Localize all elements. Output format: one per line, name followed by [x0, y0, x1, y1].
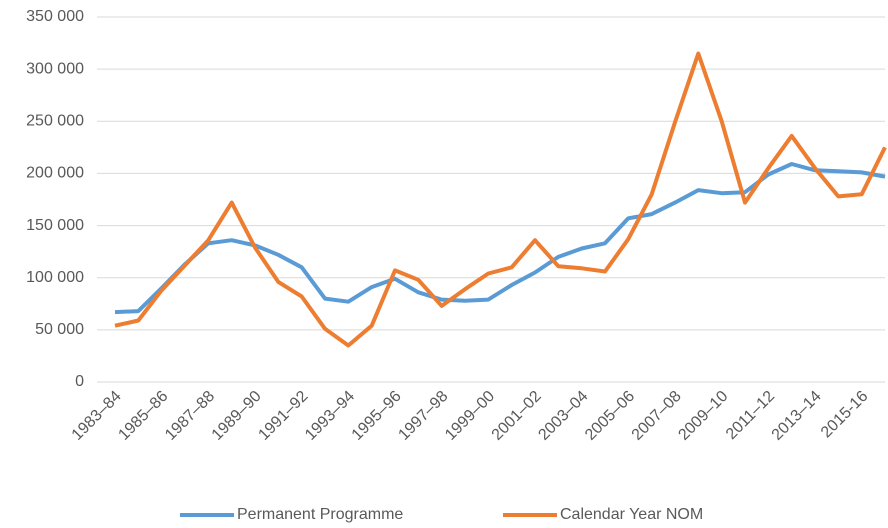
x-tick-label: 1989–90 [209, 388, 265, 444]
y-tick-label: 350 000 [26, 8, 84, 25]
series-line [114, 51, 887, 348]
y-tick-label: 150 000 [26, 217, 84, 234]
y-tick-label: 100 000 [26, 269, 84, 286]
x-tick-label: 2015-16 [818, 388, 872, 442]
x-tick-label: 2003–04 [535, 388, 591, 444]
y-tick-label: 300 000 [26, 60, 84, 77]
x-tick-label: 2011–12 [723, 388, 778, 443]
x-tick-label: 2013–14 [769, 388, 825, 444]
series-line [114, 162, 886, 315]
legend-label: Calendar Year NOM [560, 506, 703, 523]
y-tick-label: 250 000 [26, 113, 84, 130]
x-tick-label: 2009–10 [675, 388, 731, 444]
x-tick-label: 1991–92 [255, 388, 311, 444]
x-tick-label: 1997–98 [395, 388, 451, 444]
x-tick-label: 2005–06 [582, 388, 638, 444]
x-tick-label: 1987–88 [162, 388, 218, 444]
y-tick-label: 50 000 [35, 321, 84, 338]
x-tick-label: 1993–94 [302, 388, 358, 444]
y-tick-label: 0 [75, 373, 84, 390]
x-tick-label: 2007–08 [629, 388, 685, 444]
x-tick-label: 1983–84 [69, 388, 125, 444]
x-tick-label: 2001–02 [489, 388, 545, 444]
y-tick-label: 200 000 [26, 165, 84, 182]
x-tick-label: 1985–86 [115, 388, 171, 444]
legend-label: Permanent Programme [237, 506, 403, 523]
x-tick-label: 1995–96 [349, 388, 405, 444]
x-tick-label: 1999–00 [442, 388, 498, 444]
